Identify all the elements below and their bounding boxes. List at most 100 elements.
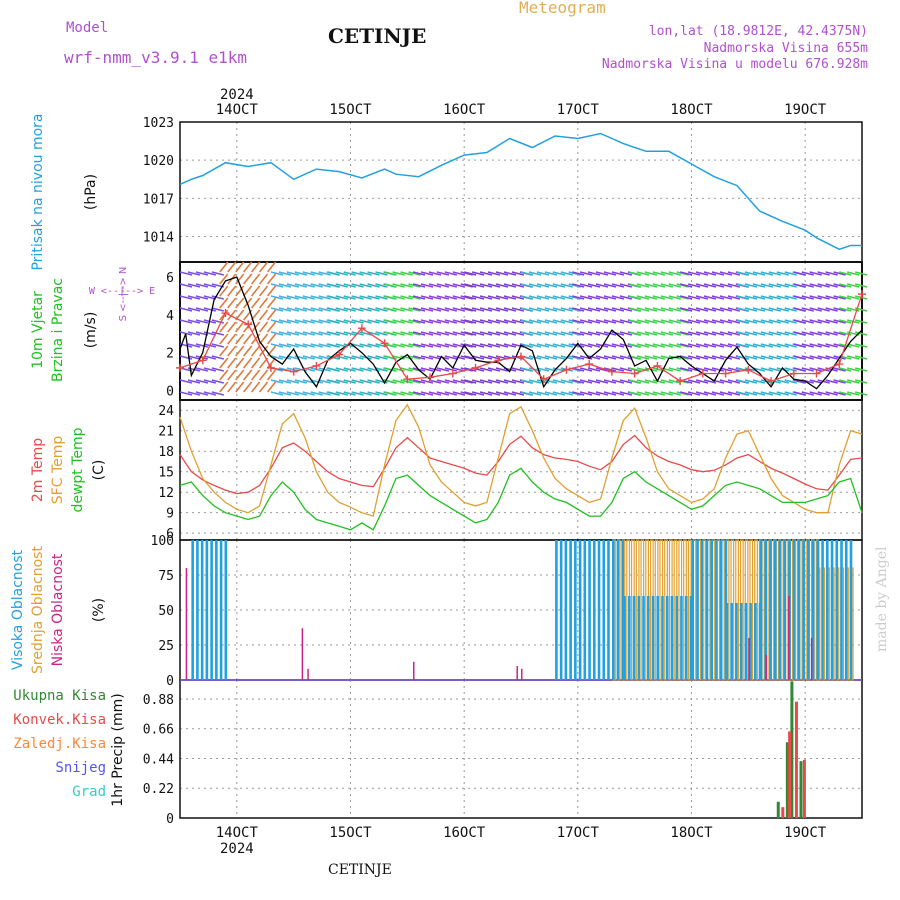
wind-barb	[528, 391, 542, 396]
cloud-high-bar	[783, 540, 786, 680]
wind-barb	[644, 307, 658, 312]
wind-barb	[679, 331, 693, 336]
wind-barb	[854, 319, 868, 324]
wind-barb	[195, 343, 209, 348]
wind-barb	[266, 381, 277, 393]
wind-barb	[809, 379, 822, 384]
wind-barb	[179, 295, 193, 300]
wind-barb	[452, 391, 465, 396]
cloud-high-bar	[700, 540, 704, 680]
wind-barb	[286, 343, 300, 348]
cloud-high-bar	[200, 540, 204, 680]
wind-barb	[801, 283, 814, 288]
wind-barb	[479, 307, 493, 312]
wind-barb	[463, 295, 477, 300]
wind-barb	[227, 369, 237, 381]
wind-barb	[444, 355, 458, 360]
wind-barb	[736, 283, 750, 288]
cloud-low-bar	[765, 654, 767, 680]
wind-barb	[636, 307, 650, 312]
wind-barb	[400, 331, 413, 336]
wind-barb	[392, 331, 405, 336]
wind-barb	[611, 295, 625, 300]
wind-barb	[392, 343, 405, 348]
precip-conv-bar	[794, 701, 798, 818]
wind-barb	[676, 367, 689, 372]
wind-barb	[784, 379, 797, 384]
wind-barb	[400, 283, 413, 288]
wind-barb	[487, 295, 501, 300]
wind-barb	[227, 333, 237, 345]
bottom-tick-label: 15OCT	[329, 825, 372, 841]
wind-barb	[736, 391, 750, 396]
panel-frame	[179, 261, 863, 401]
wind-barb	[571, 307, 585, 312]
cloud-high-bar	[691, 540, 695, 680]
cloud-high-bar	[637, 596, 641, 680]
cloud-high-bar	[792, 540, 796, 680]
wind-barb	[436, 271, 450, 276]
cloud-high-bar	[807, 540, 810, 680]
wind-barb	[460, 307, 473, 312]
wind-barb	[463, 319, 477, 324]
wind-barb	[568, 391, 581, 396]
wind-barb	[793, 331, 806, 336]
wind-barb	[471, 307, 485, 312]
wind-barb	[793, 283, 806, 288]
wind-barb	[428, 271, 442, 276]
wind-barb	[487, 391, 501, 396]
wind-barb	[560, 319, 573, 324]
wind-barb	[847, 355, 860, 360]
wind-barb	[195, 295, 209, 300]
wind-barb	[760, 283, 774, 288]
y-tick-label: 1020	[143, 154, 174, 169]
wind-barb	[179, 271, 193, 276]
wind-barb	[487, 319, 501, 324]
wind-barb	[327, 343, 340, 348]
wind-barb	[400, 343, 413, 348]
wind-barb	[687, 295, 701, 300]
wind-barb	[495, 343, 509, 348]
wind-barb	[854, 271, 868, 276]
wind-barb	[727, 307, 741, 312]
wind-barb	[392, 283, 405, 288]
wind-barb	[495, 319, 509, 324]
wind-barb	[408, 283, 421, 288]
wind-barb	[628, 295, 642, 300]
wind-barb	[817, 355, 830, 360]
wind-barb	[744, 355, 758, 360]
wind-barb	[752, 319, 766, 324]
wind-barb	[235, 333, 245, 345]
wind-barb	[318, 379, 331, 384]
wind-barb	[270, 331, 284, 336]
wind-barb	[668, 391, 681, 396]
top-tick-label: 19OCT	[784, 102, 827, 118]
wind-barb	[343, 391, 356, 396]
wind-barb	[687, 391, 701, 396]
wind-barb	[636, 319, 650, 324]
wind-barb	[784, 391, 797, 396]
wind-barb	[801, 367, 814, 372]
wind-barb	[809, 295, 822, 300]
wind-barb	[687, 355, 701, 360]
wind-barb	[294, 331, 307, 336]
precip-conv-bar	[781, 807, 785, 818]
wind-barb	[471, 319, 485, 324]
wind-barb	[552, 355, 566, 360]
wind-barb	[817, 307, 830, 312]
wind-barb	[235, 369, 245, 381]
wind-barb	[825, 283, 838, 288]
wind-barb	[235, 297, 245, 309]
wind-barb	[359, 343, 372, 348]
wind-barb	[408, 379, 421, 384]
wind-barb	[266, 369, 277, 381]
cloud-high-bar	[680, 596, 683, 680]
wind-barb	[219, 357, 229, 369]
wind-barb	[227, 309, 237, 321]
wind-barb	[568, 307, 581, 312]
wind-barb	[687, 271, 701, 276]
cloud-high-bar	[769, 540, 772, 680]
wind-barb	[460, 355, 473, 360]
wind-barb	[412, 295, 426, 300]
wind-barb	[801, 307, 814, 312]
